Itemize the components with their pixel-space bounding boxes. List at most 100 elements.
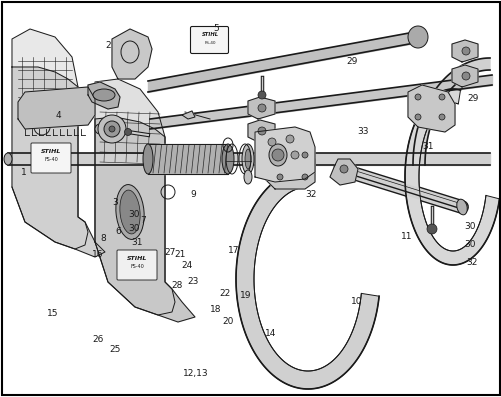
- Polygon shape: [12, 67, 105, 257]
- Text: 8: 8: [100, 234, 106, 243]
- Text: 27: 27: [164, 248, 175, 256]
- Ellipse shape: [93, 89, 115, 101]
- Ellipse shape: [95, 124, 105, 134]
- Text: 2: 2: [105, 41, 111, 50]
- Polygon shape: [95, 117, 194, 322]
- Text: STIHL: STIHL: [127, 256, 147, 261]
- Polygon shape: [18, 87, 95, 129]
- Ellipse shape: [116, 185, 144, 239]
- FancyBboxPatch shape: [117, 250, 157, 280]
- Circle shape: [438, 94, 444, 100]
- Circle shape: [302, 152, 308, 158]
- Text: 16: 16: [92, 250, 104, 258]
- Circle shape: [414, 94, 420, 100]
- Polygon shape: [235, 170, 378, 389]
- Polygon shape: [255, 127, 314, 182]
- Text: 32: 32: [465, 258, 477, 266]
- Polygon shape: [407, 85, 454, 132]
- Text: FS-40: FS-40: [130, 264, 144, 269]
- Text: 26: 26: [92, 335, 104, 344]
- Circle shape: [272, 149, 284, 161]
- Text: STIHL: STIHL: [201, 32, 218, 37]
- FancyBboxPatch shape: [190, 27, 228, 54]
- Circle shape: [286, 135, 294, 143]
- Text: 28: 28: [171, 281, 182, 290]
- Text: 33: 33: [357, 127, 368, 135]
- Ellipse shape: [456, 199, 466, 215]
- Circle shape: [258, 127, 266, 135]
- Text: 32: 32: [305, 190, 316, 199]
- Text: 24: 24: [181, 262, 192, 270]
- Polygon shape: [404, 89, 498, 265]
- FancyBboxPatch shape: [31, 143, 71, 173]
- Circle shape: [124, 129, 131, 135]
- Polygon shape: [88, 82, 120, 109]
- Ellipse shape: [4, 153, 12, 165]
- Text: 22: 22: [219, 289, 230, 298]
- Text: FS-40: FS-40: [44, 157, 58, 162]
- Text: 31: 31: [421, 142, 433, 150]
- Ellipse shape: [407, 26, 427, 48]
- Polygon shape: [451, 65, 477, 87]
- Text: 31: 31: [131, 239, 142, 247]
- Polygon shape: [247, 120, 275, 142]
- Polygon shape: [329, 159, 357, 185]
- Circle shape: [426, 224, 436, 234]
- Circle shape: [291, 151, 299, 159]
- Polygon shape: [182, 111, 194, 119]
- Polygon shape: [12, 29, 88, 249]
- Ellipse shape: [243, 170, 252, 184]
- Circle shape: [258, 91, 266, 99]
- Ellipse shape: [143, 144, 153, 174]
- Ellipse shape: [109, 126, 115, 132]
- Text: 10: 10: [351, 297, 362, 306]
- Polygon shape: [112, 29, 152, 79]
- Polygon shape: [451, 40, 477, 62]
- Ellipse shape: [120, 190, 140, 234]
- Ellipse shape: [221, 144, 233, 174]
- Text: 11: 11: [400, 232, 412, 241]
- Circle shape: [302, 174, 308, 180]
- Text: 25: 25: [109, 345, 120, 354]
- Text: 19: 19: [240, 291, 251, 300]
- Text: 5: 5: [213, 24, 218, 33]
- Circle shape: [414, 114, 420, 120]
- Circle shape: [258, 104, 266, 112]
- Polygon shape: [95, 79, 175, 315]
- Text: 23: 23: [187, 278, 198, 286]
- Circle shape: [277, 152, 283, 158]
- Circle shape: [438, 114, 444, 120]
- Polygon shape: [265, 142, 314, 189]
- Text: 12,13: 12,13: [183, 369, 208, 378]
- Circle shape: [461, 72, 469, 80]
- Text: 29: 29: [346, 57, 357, 66]
- Circle shape: [461, 47, 469, 55]
- Text: 4: 4: [55, 111, 61, 119]
- Text: 29: 29: [466, 94, 478, 103]
- Text: 18: 18: [210, 305, 221, 314]
- Text: 15: 15: [47, 309, 59, 318]
- Text: 9: 9: [190, 190, 195, 199]
- Text: 14: 14: [265, 329, 276, 338]
- Text: 7: 7: [140, 216, 146, 225]
- Text: FS-40: FS-40: [204, 41, 215, 45]
- Ellipse shape: [269, 144, 287, 166]
- Text: 21: 21: [174, 250, 185, 258]
- Text: 30: 30: [128, 210, 139, 219]
- Text: 3: 3: [112, 198, 118, 207]
- Circle shape: [277, 174, 283, 180]
- Circle shape: [268, 138, 276, 146]
- Text: 6: 6: [115, 227, 121, 235]
- Ellipse shape: [98, 115, 126, 143]
- Text: 20: 20: [222, 317, 233, 326]
- Text: 30: 30: [128, 224, 139, 233]
- Text: STIHL: STIHL: [41, 149, 61, 154]
- Circle shape: [339, 165, 347, 173]
- Polygon shape: [412, 58, 489, 165]
- Text: 30: 30: [463, 240, 475, 249]
- Ellipse shape: [104, 121, 120, 137]
- Polygon shape: [247, 97, 275, 119]
- Text: 30: 30: [463, 222, 475, 231]
- Ellipse shape: [244, 149, 250, 169]
- Text: 1: 1: [21, 168, 27, 177]
